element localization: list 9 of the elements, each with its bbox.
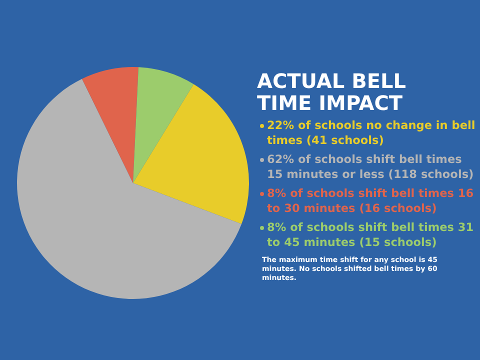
pie-slice [82,67,138,183]
legend-label: 8% of schools shift bell times 31 to 45 minutes (15 schools) [267,221,474,249]
pie-slice [133,67,194,183]
text: ACTUAL BELL TIME IMPACT [257,69,408,115]
legend-label: 62% of schools shift bell times 15 minutes or less (118 schools) [267,153,474,181]
pie-slice [17,78,242,299]
pie-slice [133,84,249,224]
legend-label: 8% of schools shift bell times 16 to 30 minutes (16 schools) [267,187,474,215]
legend-label: 22% of schools no change in bell times (41 schools) [267,119,476,147]
